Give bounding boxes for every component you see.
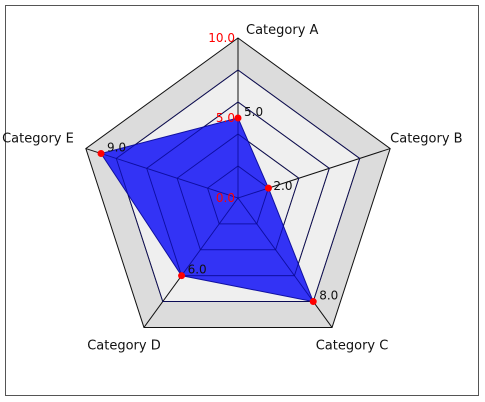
radial-tick-label-0: 0.0 bbox=[216, 191, 235, 205]
data-point-3 bbox=[178, 272, 186, 280]
value-label-2: 8.0 bbox=[319, 289, 338, 303]
series-spoke-2 bbox=[237, 197, 314, 302]
category-label-1: Category B bbox=[390, 132, 462, 147]
value-label-0: 5.0 bbox=[244, 105, 263, 119]
category-label-3: Category D bbox=[87, 338, 161, 353]
series-grid-ring-0 bbox=[115, 69, 361, 302]
value-label-1: 2.0 bbox=[273, 179, 292, 193]
grid-ring-0 bbox=[85, 37, 391, 328]
data-point-0 bbox=[234, 114, 242, 122]
category-label-4: Category E bbox=[2, 132, 74, 147]
data-point-1 bbox=[264, 184, 272, 192]
data-point-4 bbox=[97, 150, 105, 158]
category-label-2: Category C bbox=[316, 338, 389, 353]
series-grid-ring-2 bbox=[176, 133, 300, 251]
radial-tick-label-1: 5.0 bbox=[216, 111, 235, 125]
series-spoke-3 bbox=[181, 197, 239, 276]
category-label-0: Category A bbox=[246, 23, 319, 38]
series-grid-ring-3 bbox=[207, 165, 269, 225]
value-label-4: 9.0 bbox=[107, 141, 126, 155]
series-grid-ring-1 bbox=[146, 101, 330, 277]
data-point-2 bbox=[309, 298, 317, 306]
radial-tick-label-2: 10.0 bbox=[208, 31, 235, 45]
series-area bbox=[100, 117, 315, 303]
series-spoke-4 bbox=[100, 153, 239, 199]
value-label-3: 6.0 bbox=[188, 263, 207, 277]
series-spoke-1 bbox=[237, 187, 269, 199]
